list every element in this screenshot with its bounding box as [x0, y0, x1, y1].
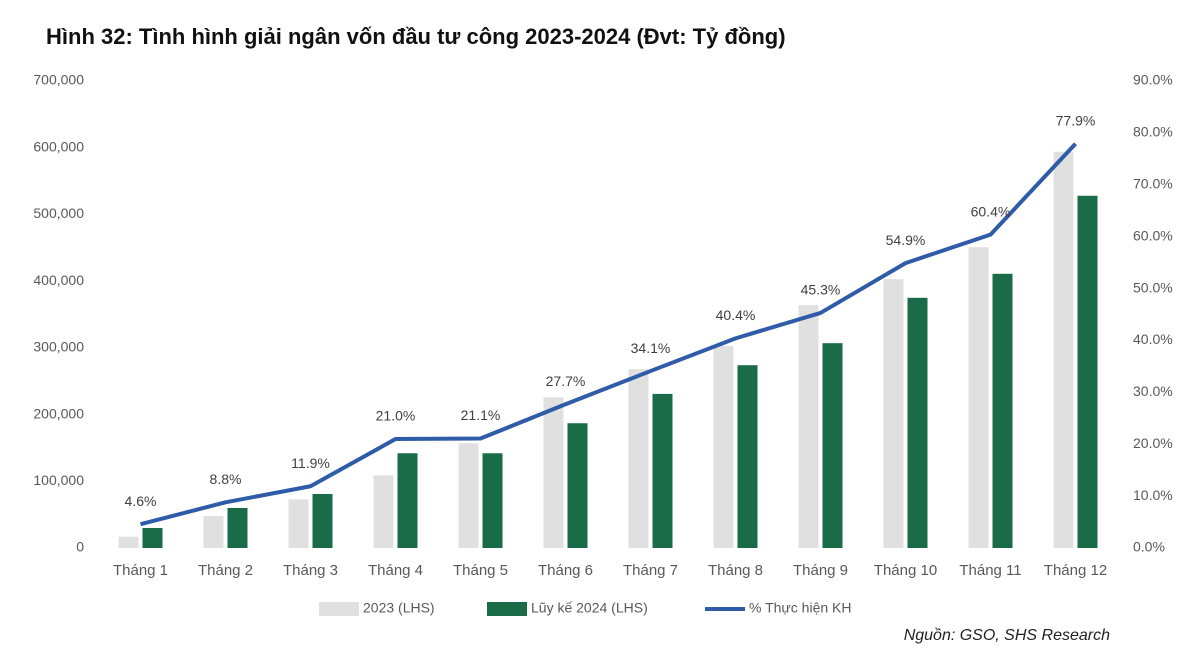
bar — [312, 493, 333, 548]
x-tick-label: Tháng 5 — [453, 562, 508, 579]
data-label: 8.8% — [210, 471, 242, 487]
bar — [373, 475, 394, 548]
y2-tick-label: 20.0% — [1133, 435, 1173, 451]
x-tick-label: Tháng 9 — [793, 562, 848, 579]
bar — [968, 247, 989, 548]
y2-tick-label: 0.0% — [1133, 539, 1165, 555]
bar — [482, 453, 503, 548]
x-tick-label: Tháng 7 — [623, 562, 678, 579]
x-tick-label: Tháng 1 — [113, 562, 168, 579]
y2-tick-label: 70.0% — [1133, 175, 1173, 191]
legend-label: 2023 (LHS) — [363, 600, 435, 616]
bar — [822, 343, 843, 548]
y-tick-label: 500,000 — [33, 205, 84, 221]
x-tick-label: Tháng 4 — [368, 562, 423, 579]
data-label: 54.9% — [886, 232, 926, 248]
data-label: 60.4% — [971, 203, 1011, 219]
data-label: 27.7% — [546, 373, 586, 389]
legend-swatch — [487, 602, 527, 616]
data-label: 21.1% — [461, 407, 501, 423]
bar — [628, 369, 649, 548]
data-label: 77.9% — [1056, 112, 1096, 128]
y2-tick-label: 30.0% — [1133, 383, 1173, 399]
bar — [713, 345, 734, 548]
legend-label: Lũy kế 2024 (LHS) — [531, 600, 648, 616]
data-label: 45.3% — [801, 282, 841, 298]
legend-swatch — [319, 602, 359, 616]
x-tick-label: Tháng 6 — [538, 562, 593, 579]
y2-tick-label: 40.0% — [1133, 331, 1173, 347]
bar — [543, 397, 564, 548]
x-tick-label: Tháng 8 — [708, 562, 763, 579]
x-tick-label: Tháng 3 — [283, 562, 338, 579]
bar — [288, 499, 309, 548]
bar — [142, 527, 163, 548]
x-tick-label: Tháng 12 — [1044, 562, 1107, 579]
line-series — [140, 142, 1077, 527]
x-tick-label: Tháng 10 — [874, 562, 937, 579]
bar — [567, 423, 588, 548]
source-note: Nguồn: GSO, SHS Research — [904, 627, 1110, 644]
y2-tick-label: 50.0% — [1133, 279, 1173, 295]
y2-tick-label: 80.0% — [1133, 124, 1173, 140]
bar — [798, 305, 819, 548]
data-label: 34.1% — [631, 340, 671, 356]
data-label: 4.6% — [125, 493, 157, 509]
bar — [118, 536, 139, 548]
x-tick-label: Tháng 11 — [959, 562, 1021, 579]
bar — [1077, 195, 1098, 548]
data-label: 11.9% — [291, 455, 330, 471]
y-tick-label: 200,000 — [33, 405, 84, 421]
data-label: 21.0% — [376, 408, 416, 424]
y-tick-label: 600,000 — [33, 138, 84, 154]
x-tick-label: Tháng 2 — [198, 562, 253, 579]
bar — [1053, 151, 1074, 548]
bar — [992, 273, 1013, 548]
y-tick-label: 0 — [76, 539, 84, 555]
data-label: 40.4% — [716, 307, 756, 323]
bar — [203, 515, 224, 548]
bar — [227, 507, 248, 548]
bar — [397, 453, 418, 548]
chart-title: Hình 32: Tình hình giải ngân vốn đầu tư … — [46, 24, 786, 49]
bar — [458, 443, 479, 548]
y2-tick-label: 60.0% — [1133, 227, 1173, 243]
bar — [652, 393, 673, 548]
bar — [907, 297, 928, 548]
bar — [737, 365, 758, 548]
y2-tick-label: 90.0% — [1133, 72, 1173, 88]
bar — [883, 279, 904, 548]
y-tick-label: 400,000 — [33, 272, 84, 288]
y2-tick-label: 10.0% — [1133, 487, 1173, 503]
legend-label: % Thực hiện KH — [749, 600, 852, 616]
y-tick-label: 700,000 — [33, 72, 84, 88]
y-tick-label: 100,000 — [33, 472, 84, 488]
y-tick-label: 300,000 — [33, 339, 84, 355]
